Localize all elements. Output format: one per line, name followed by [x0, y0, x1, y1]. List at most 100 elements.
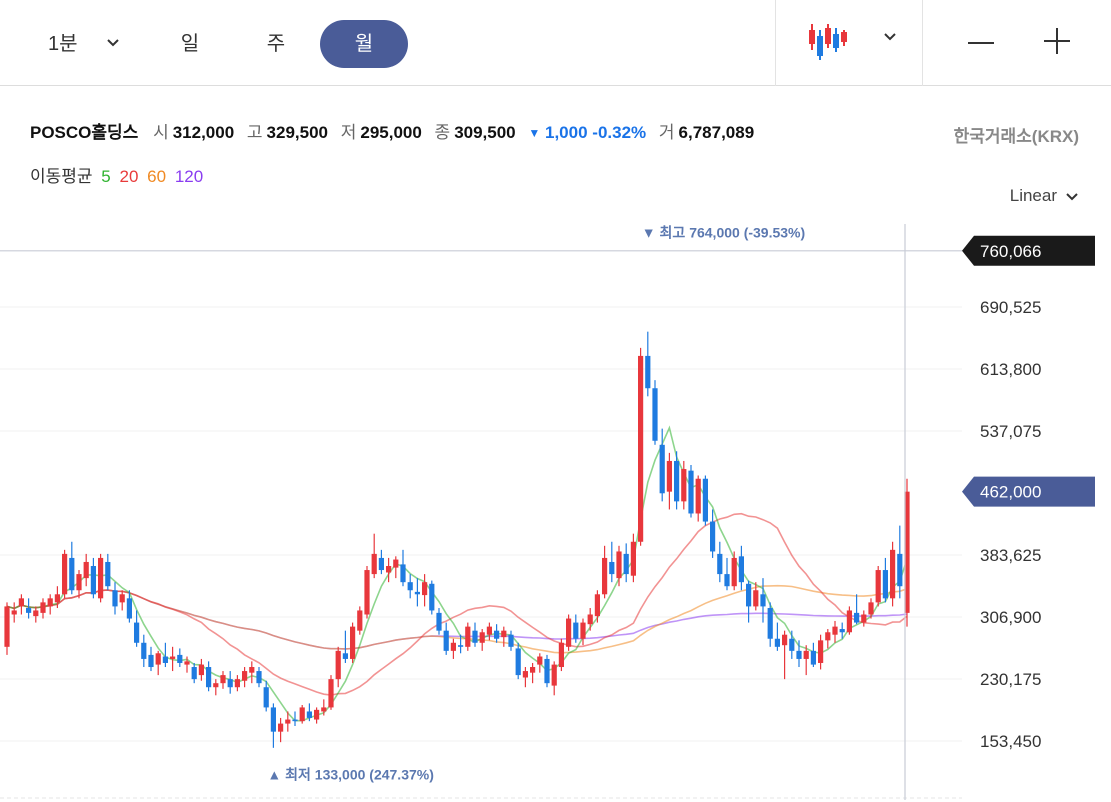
candle-body	[882, 570, 888, 599]
y-tick-label: 153,450	[980, 732, 1041, 751]
ma-120-label: 120	[174, 167, 204, 186]
candle-body	[674, 460, 680, 502]
candle-body	[890, 549, 896, 599]
candle-body	[846, 610, 852, 633]
candle-body	[897, 553, 903, 587]
candle-body	[587, 614, 593, 625]
candle-body	[810, 650, 816, 665]
change-percent: -0.32%	[592, 123, 647, 142]
y-tick-label: 613,800	[980, 360, 1041, 379]
high-annotation: ▼ 최고 764,000 (-39.53%)	[642, 225, 805, 241]
ma-5-line	[6, 425, 908, 722]
candle-body	[868, 602, 874, 615]
candle-body	[501, 630, 507, 638]
candle-body	[623, 553, 629, 575]
candle-body	[638, 355, 644, 542]
candlestick-chart[interactable]: ▼ 최고 764,000 (-39.53%) ▲ 최저 133,000 (247.…	[0, 222, 1111, 802]
candle-body	[522, 671, 528, 678]
candle-body	[537, 656, 543, 665]
candle-body	[234, 679, 240, 688]
timeframe-1min-dropdown[interactable]: 1분	[30, 20, 130, 68]
moving-average-legend[interactable]: 이동평균 5 20 60 120	[30, 162, 207, 187]
candle-body	[141, 642, 147, 659]
candle-body	[292, 719, 298, 722]
minus-icon[interactable]	[966, 28, 996, 58]
candle-body	[681, 469, 687, 502]
candle-body	[220, 675, 226, 684]
candlestick-icon[interactable]	[806, 22, 850, 62]
candle-body	[443, 630, 449, 651]
low-annotation: ▲ 최저 133,000 (247.37%)	[267, 767, 434, 783]
tab-day[interactable]: 일	[180, 33, 200, 55]
candle-body	[350, 626, 356, 659]
candle-body	[40, 602, 46, 613]
candle-body	[299, 707, 305, 722]
ma-60-label: 60	[147, 167, 167, 186]
candle-body	[573, 622, 579, 639]
candle-body	[630, 541, 636, 576]
candle-body	[112, 590, 118, 607]
candle-body	[62, 553, 68, 595]
high-value: 329,500	[266, 123, 328, 142]
candle-body	[414, 591, 420, 595]
candle-body	[378, 557, 384, 571]
candle-body	[645, 355, 651, 389]
candle-body	[357, 610, 363, 631]
ohlc-summary: POSCO홀딩스 시 312,000 고 329,500 저 295,000 종 309…	[30, 118, 762, 143]
candle-body	[717, 553, 723, 575]
candle-body	[458, 645, 464, 647]
candle-body	[530, 667, 536, 673]
candle-body	[170, 656, 176, 659]
candle-body	[278, 723, 284, 732]
candle-body	[184, 661, 190, 665]
candle-body	[724, 574, 730, 587]
candle-body	[11, 610, 17, 615]
open-value: 312,000	[172, 123, 235, 142]
candle-body	[429, 583, 435, 611]
candle-body	[422, 582, 428, 596]
change-value: 1,000	[545, 123, 588, 142]
candle-body	[774, 638, 780, 647]
candle-body	[450, 642, 456, 651]
candle-body	[134, 622, 140, 643]
tab-month[interactable]: 월	[320, 20, 408, 68]
price-axis: 690,525 613,800 537,075 383,625 306,900 230,1…	[980, 298, 1041, 751]
change-arrow: ▼	[528, 126, 541, 140]
last-price-label	[962, 476, 1095, 507]
candle-body	[494, 630, 500, 639]
high-label: 고	[246, 123, 263, 142]
candle-body	[738, 556, 744, 583]
candle-body	[342, 653, 348, 659]
ma-20-line	[6, 512, 908, 696]
candle-body	[666, 460, 672, 492]
candle-body	[580, 622, 586, 639]
candle-body	[594, 594, 600, 617]
candle-body	[198, 664, 204, 676]
stock-name: POSCO홀딩스	[30, 123, 139, 142]
candle-body	[98, 557, 104, 599]
close-label: 종	[434, 123, 451, 142]
moving-average-label: 이동평균	[30, 167, 93, 186]
chevron-down-icon[interactable]	[882, 30, 898, 44]
candle-body	[386, 566, 392, 573]
candle-body	[119, 594, 125, 603]
candle-body	[328, 679, 334, 708]
candle-body	[659, 444, 665, 494]
candle-body	[393, 559, 399, 568]
candle-body	[162, 656, 168, 663]
candle-body	[796, 650, 802, 659]
plus-icon[interactable]	[1042, 26, 1072, 56]
scale-mode-dropdown[interactable]: Linear	[1010, 186, 1079, 206]
tab-week[interactable]: 주	[266, 33, 286, 55]
candle-body	[731, 557, 737, 587]
last-price-label-text: 462,000	[980, 483, 1041, 502]
candle-body	[616, 551, 622, 579]
candle-body	[371, 553, 377, 575]
candle-body	[191, 667, 197, 680]
candle-body	[26, 608, 32, 613]
candle-body	[364, 570, 370, 615]
candle-body	[47, 598, 53, 607]
candle-body	[148, 654, 154, 668]
candle-body	[249, 667, 255, 673]
y-tick-label: 690,525	[980, 298, 1041, 317]
